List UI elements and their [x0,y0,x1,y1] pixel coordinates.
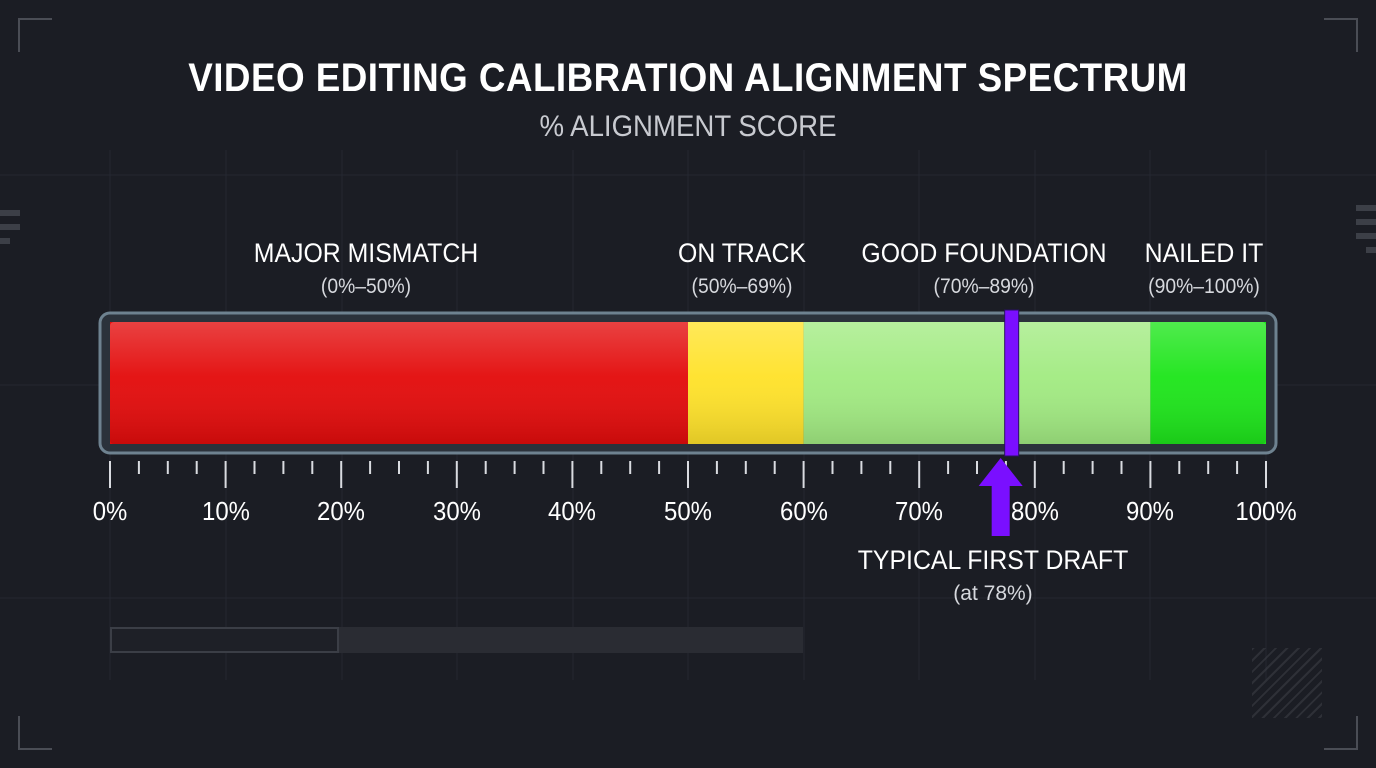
tick-label: 50% [664,496,712,526]
spectrum-gloss-overlay [110,322,1266,444]
corner-bracket-bottom-right [1324,716,1358,750]
segment-range: (70%–89%) [933,275,1035,298]
segment-name: GOOD FOUNDATION [861,238,1107,268]
tick-label: 20% [317,496,366,526]
segment-label: GOOD FOUNDATION (70%–89%) [834,238,1134,299]
marker-annotation: TYPICAL FIRST DRAFT (at 78%) [846,545,1140,606]
marker-line [1004,309,1020,457]
chart-subtitle: % ALIGNMENT SCORE [539,110,837,143]
tick-label: 90% [1126,496,1175,526]
marker-arrow-icon [978,458,1023,536]
segment-label: MAJOR MISMATCH (0%–50%) [216,238,516,299]
decorative-side-bars-left [0,210,20,252]
tick-label: 80% [1010,496,1059,526]
tick-label: 70% [895,496,944,526]
tick-label: 40% [548,496,597,526]
segment-label: NAILED IT (90%–100%) [1054,238,1354,299]
corner-bracket-top-right [1324,18,1358,52]
segment-range: (50%–69%) [691,275,793,298]
decorative-side-bars-right [1356,205,1376,261]
segment-name: NAILED IT [1144,238,1264,268]
tick-label: 60% [779,496,828,526]
marker-sublabel: (at 78%) [953,582,1033,605]
segment-name: MAJOR MISMATCH [253,238,479,268]
corner-bracket-top-left [18,18,52,52]
tick-label: 0% [92,496,128,526]
marker-label: TYPICAL FIRST DRAFT [857,545,1129,575]
footer-progress-fill [110,627,339,653]
segment-label: ON TRACK (50%–69%) [592,238,892,299]
segment-range: (90%–100%) [1148,275,1260,298]
corner-bracket-bottom-left [18,716,52,750]
tick-label: 30% [432,496,481,526]
footer-progress-track [110,627,803,653]
segment-range: (0%–50%) [320,275,412,298]
segment-name: ON TRACK [678,238,806,268]
decorative-hatch-pattern [1252,648,1322,718]
tick-label: 100% [1235,496,1297,526]
tick-label: 10% [201,496,250,526]
chart-title: VIDEO EDITING CALIBRATION ALIGNMENT SPEC… [188,56,1188,100]
